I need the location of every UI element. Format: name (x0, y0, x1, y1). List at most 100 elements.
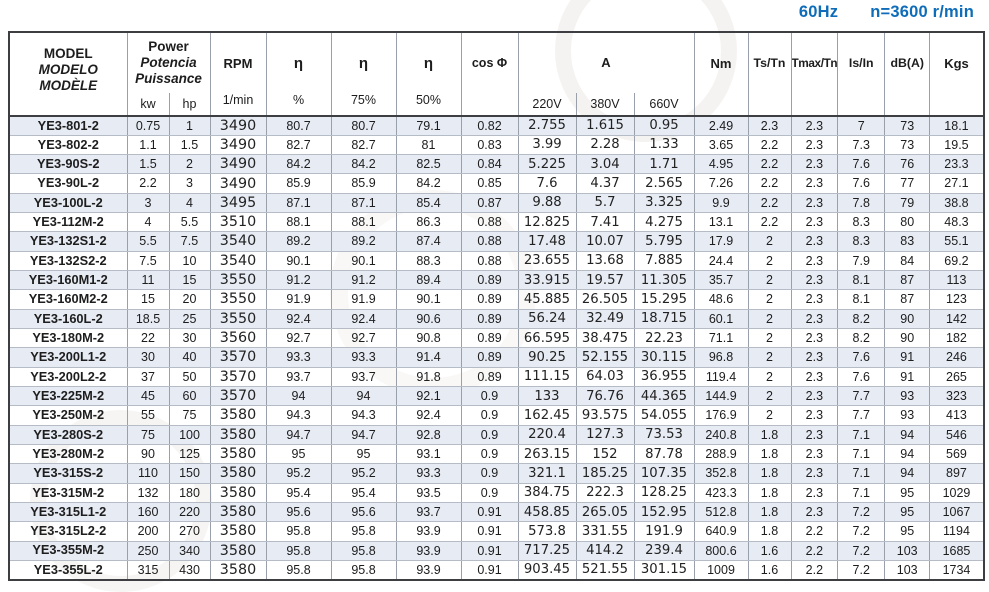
table-row: YE3-280S-2 75 100 3580 94.7 94.7 92.8 0.… (8, 424, 985, 446)
cell-a-220v: 458.85 (517, 502, 577, 523)
cell-tmax-tn: 2.3 (790, 250, 839, 272)
header-hp: hp (168, 92, 211, 118)
cell-tmax-tn: 2.3 (790, 463, 839, 484)
cell-eta-50: 90.6 (395, 308, 462, 330)
cell-tmax-tn: 2.3 (790, 502, 839, 523)
cell-kgs: 1685 (929, 540, 985, 562)
cell-kgs: 413 (929, 405, 985, 426)
table-row: YE3-180M-2 22 30 3560 92.7 92.7 90.8 0.8… (8, 328, 985, 349)
cell-a-660v: 73.53 (633, 424, 695, 446)
header-cos-phi: cos Φ (460, 31, 519, 117)
cell-a-660v: 2.565 (633, 173, 695, 194)
cell-eta-100: 93.7 (265, 366, 332, 388)
cell-hp: 3 (168, 173, 211, 194)
cell-dba: 94 (884, 444, 931, 465)
cell-a-660v: 0.95 (633, 115, 695, 136)
cell-eta-100: 95.2 (265, 463, 332, 484)
cell-nm: 17.9 (693, 231, 749, 252)
cell-a-380v: 76.76 (575, 386, 635, 407)
cell-a-220v: 220.4 (517, 424, 577, 446)
cell-eta-100: 84.2 (265, 154, 332, 175)
cell-a-380v: 93.575 (575, 405, 635, 426)
cell-is-in: 7.2 (837, 540, 886, 562)
table-row: YE3-160L-2 18.5 25 3550 92.4 92.4 90.6 0… (8, 308, 985, 330)
cell-a-660v: 152.95 (633, 502, 695, 523)
header-220v: 220V (517, 92, 577, 118)
cell-eta-100: 95 (265, 444, 332, 465)
cell-a-220v: 9.88 (517, 192, 577, 214)
cell-a-380v: 152 (575, 444, 635, 465)
cell-kw: 11 (126, 270, 170, 291)
motor-spec-table: MODEL MODELO MODÈLE Power Potencia Puiss… (8, 31, 985, 581)
cell-eta-50: 91.4 (395, 347, 462, 368)
header-kw: kw (126, 92, 170, 118)
cell-is-in: 7.7 (837, 386, 886, 407)
cell-eta-50: 93.5 (395, 482, 462, 504)
cell-kw: 200 (126, 521, 170, 542)
cell-kw: 55 (126, 405, 170, 426)
cell-nm: 48.6 (693, 289, 749, 310)
cell-eta-100: 92.4 (265, 308, 332, 330)
cell-eta-100: 94 (265, 386, 332, 407)
cell-model: YE3-315M-2 (8, 482, 128, 504)
cell-eta-100: 88.1 (265, 212, 332, 233)
cell-eta-75: 94.3 (330, 405, 397, 426)
cell-nm: 800.6 (693, 540, 749, 562)
cell-a-220v: 133 (517, 386, 577, 407)
cell-hp: 10 (168, 250, 211, 272)
cell-kw: 5.5 (126, 231, 170, 252)
cell-eta-75: 94 (330, 386, 397, 407)
cell-rpm: 3570 (209, 366, 267, 388)
cell-tmax-tn: 2.3 (790, 386, 839, 407)
header-power: Power Potencia Puissance (126, 31, 211, 93)
cell-is-in: 7.2 (837, 521, 886, 542)
cell-a-220v: 321.1 (517, 463, 577, 484)
cell-ts-tn: 2 (747, 250, 792, 272)
cell-hp: 5.5 (168, 212, 211, 233)
cell-is-in: 8.3 (837, 231, 886, 252)
table-row: YE3-100L-2 3 4 3495 87.1 87.1 85.4 0.87 … (8, 192, 985, 214)
cell-ts-tn: 2 (747, 386, 792, 407)
cell-eta-100: 89.2 (265, 231, 332, 252)
cell-hp: 1.5 (168, 134, 211, 156)
cell-eta-50: 92.4 (395, 405, 462, 426)
cell-tmax-tn: 2.3 (790, 482, 839, 504)
cell-kgs: 246 (929, 347, 985, 368)
header-current: A (517, 31, 695, 93)
cell-model: YE3-160M2-2 (8, 289, 128, 310)
cell-dba: 87 (884, 289, 931, 310)
cell-a-380v: 52.155 (575, 347, 635, 368)
cell-nm: 24.4 (693, 250, 749, 272)
cell-a-380v: 38.475 (575, 328, 635, 349)
cell-dba: 80 (884, 212, 931, 233)
cell-nm: 35.7 (693, 270, 749, 291)
cell-eta-100: 91.9 (265, 289, 332, 310)
cell-eta-50: 90.1 (395, 289, 462, 310)
cell-nm: 423.3 (693, 482, 749, 504)
cell-kgs: 23.3 (929, 154, 985, 175)
cell-kgs: 546 (929, 424, 985, 446)
cell-eta-75: 95.8 (330, 540, 397, 562)
cell-rpm: 3490 (209, 154, 267, 175)
table-row: YE3-250M-2 55 75 3580 94.3 94.3 92.4 0.9… (8, 405, 985, 426)
cell-kw: 37 (126, 366, 170, 388)
cell-model: YE3-280M-2 (8, 444, 128, 465)
cell-is-in: 7.1 (837, 463, 886, 484)
cell-eta-50: 93.9 (395, 540, 462, 562)
cell-cos-phi: 0.89 (460, 366, 519, 388)
cell-a-660v: 18.715 (633, 308, 695, 330)
cell-eta-75: 91.9 (330, 289, 397, 310)
table-row: YE3-280M-2 90 125 3580 95 95 93.1 0.9 26… (8, 444, 985, 465)
cell-a-220v: 33.915 (517, 270, 577, 291)
cell-cos-phi: 0.89 (460, 328, 519, 349)
cell-nm: 3.65 (693, 134, 749, 156)
cell-rpm: 3490 (209, 173, 267, 194)
table-row: YE3-225M-2 45 60 3570 94 94 92.1 0.9 133… (8, 386, 985, 407)
cell-a-660v: 30.115 (633, 347, 695, 368)
cell-dba: 103 (884, 540, 931, 562)
cell-is-in: 7.8 (837, 192, 886, 214)
cell-eta-100: 85.9 (265, 173, 332, 194)
header-is-in: Is/In (837, 31, 886, 117)
cell-a-660v: 7.885 (633, 250, 695, 272)
cell-cos-phi: 0.9 (460, 386, 519, 407)
